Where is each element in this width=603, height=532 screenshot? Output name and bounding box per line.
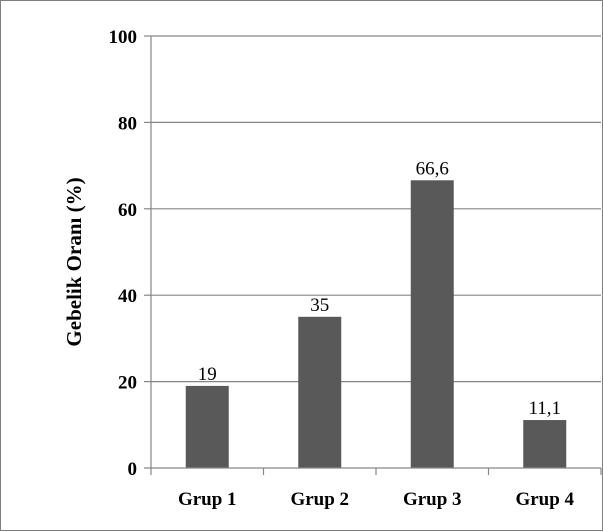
x-tick-label: Grup 3 [403, 489, 462, 510]
x-tick-label: Grup 2 [290, 489, 349, 510]
x-tick-label: Grup 4 [515, 489, 574, 510]
y-tick-label: 0 [128, 459, 138, 480]
bar [298, 316, 342, 468]
data-label: 19 [198, 364, 217, 385]
bars [185, 180, 567, 468]
bar [410, 180, 454, 468]
y-tick-label: 80 [118, 113, 137, 134]
y-axis-title: Gebelik Oranı (%) [62, 177, 86, 346]
y-tick-label: 40 [118, 286, 137, 307]
gridlines [151, 35, 601, 383]
data-label: 11,1 [528, 398, 561, 419]
x-tick-label: Grup 1 [178, 489, 237, 510]
y-tick-label: 20 [118, 373, 137, 394]
labels: 0 20 40 60 80 100 19 Grup 1 35 Grup 2 66,6 Grup 3 11… [109, 27, 575, 510]
data-label: 66,6 [416, 158, 449, 179]
data-label: 35 [310, 295, 329, 316]
y-tick-label: 60 [118, 200, 137, 221]
y-tick-label: 100 [109, 27, 138, 48]
axes [144, 35, 602, 475]
bar [523, 420, 567, 468]
bar [185, 385, 229, 468]
